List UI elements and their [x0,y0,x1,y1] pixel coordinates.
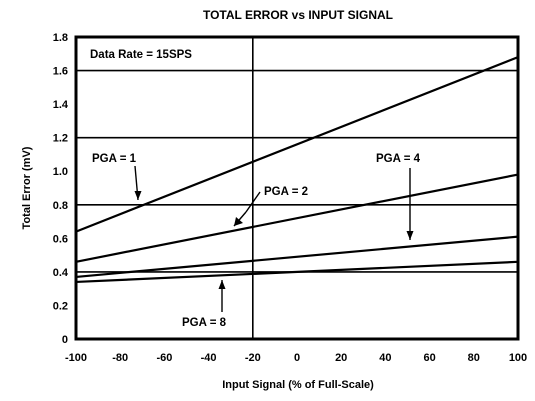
x-tick-label: 40 [379,352,391,364]
pga-2-leader [245,191,261,213]
series-lines [75,56,519,284]
y-tick-label: 0.4 [53,267,69,279]
x-tick-label: 0 [294,352,300,364]
data-rate-annotation: Data Rate = 15SPS [90,49,192,61]
x-tick-label: -80 [112,352,128,364]
y-tick-label: 1.4 [53,99,69,111]
y-tick-label: 1.0 [53,166,68,178]
y-tick-label: 1.6 [53,66,68,78]
x-tick-label: 80 [468,352,480,364]
pga-4-line [75,235,519,279]
x-tick-label: 20 [335,352,347,364]
pga-1-label-bg [89,150,146,166]
x-tick-label: 100 [509,352,527,364]
plot-frame [74,35,520,341]
x-tick-label: -20 [245,352,261,364]
x-tick-label: -60 [156,352,172,364]
x-tick-label: 60 [423,352,435,364]
y-tick-label: 0.2 [53,300,68,312]
x-tick-label: -40 [201,352,217,364]
pga-4-arrowhead [406,231,414,240]
chart-title: TOTAL ERROR vs INPUT SIGNAL [203,8,393,22]
pga-8-label-bg [179,314,236,330]
pga-8-line [75,260,519,284]
x-tick-labels: -100 -80 -60 -40 -20 0 20 40 60 80 100 [65,352,527,364]
pga-1-line [75,56,519,233]
y-tick-label: 0.6 [53,233,68,245]
pga-4-label-bg [373,150,430,166]
y-tick-label: 0 [62,334,68,346]
y-tick-label: 1.2 [53,133,68,145]
y-tick-label: 0.8 [53,200,68,212]
pga-1-label: PGA = 1 [92,153,137,165]
y-tick-labels: 0 0.2 0.4 0.6 0.8 1.0 1.2 1.4 1.6 1.8 [53,32,69,346]
y-axis-label: Total Error (mV) [21,146,33,229]
pga-2-label-bg [261,183,318,199]
grid-lines [76,37,518,339]
x-tick-label: -100 [65,352,87,364]
pga-2-arrowhead [234,217,243,226]
x-axis-label: Input Signal (% of Full-Scale) [222,379,374,391]
pga-8-arrowhead [218,280,226,289]
pga-4-label: PGA = 4 [376,153,421,165]
pga-1-arrowhead [134,191,142,200]
pga-8-label: PGA = 8 [182,317,227,329]
series-labels: PGA = 1 PGA = 2 PGA = 4 PGA = 8 [89,150,430,330]
annotation-box [80,41,252,67]
pga-2-line [75,173,519,263]
pga-2-label: PGA = 2 [264,186,308,198]
y-tick-label: 1.8 [53,32,68,44]
